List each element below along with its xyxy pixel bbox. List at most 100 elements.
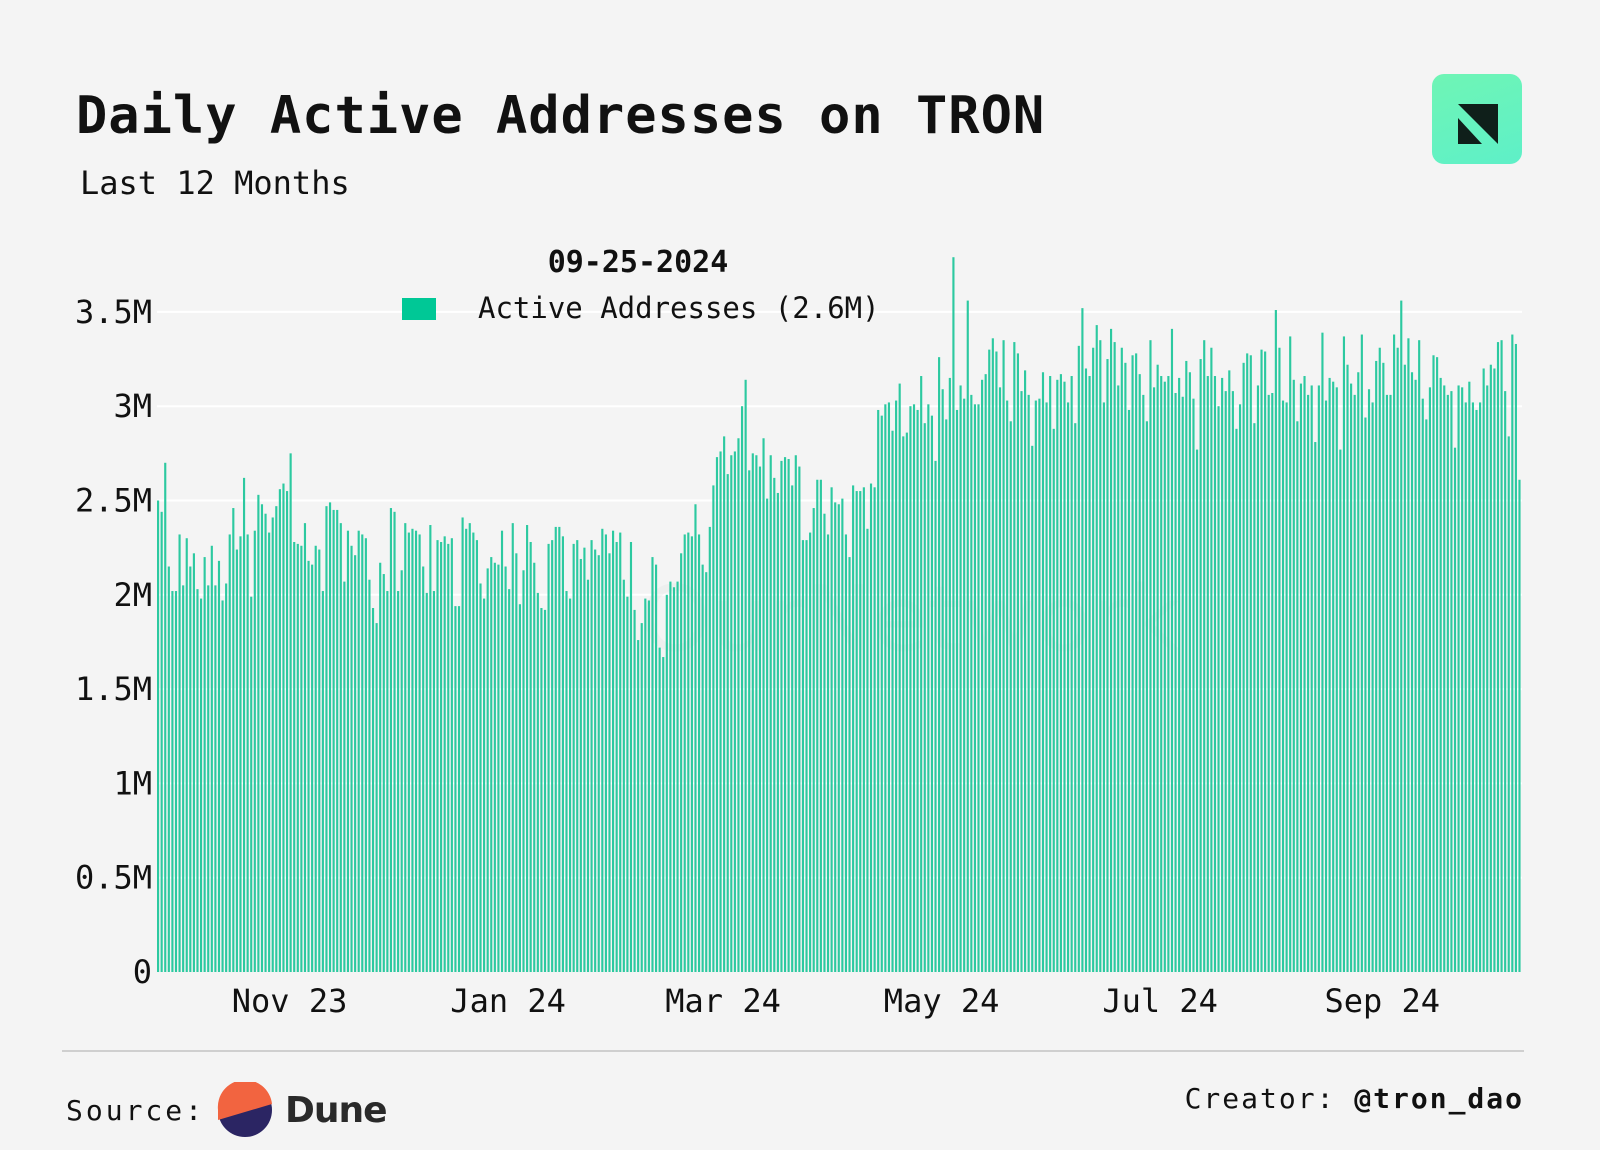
bar[interactable]: [364, 538, 367, 972]
bar[interactable]: [1203, 340, 1206, 972]
bar[interactable]: [1167, 376, 1170, 972]
bar[interactable]: [414, 530, 418, 972]
bar[interactable]: [1149, 340, 1152, 972]
bar[interactable]: [354, 555, 357, 972]
bar[interactable]: [654, 564, 658, 972]
bar[interactable]: [411, 528, 414, 972]
bar[interactable]: [1350, 383, 1353, 972]
bar[interactable]: [210, 545, 213, 972]
bar[interactable]: [1210, 347, 1213, 973]
bar[interactable]: [669, 581, 672, 972]
bar[interactable]: [629, 541, 633, 972]
bar[interactable]: [938, 357, 941, 972]
bar[interactable]: [905, 432, 908, 973]
bar[interactable]: [336, 509, 339, 972]
bar[interactable]: [1160, 376, 1163, 972]
bar[interactable]: [1253, 423, 1256, 972]
bar[interactable]: [920, 376, 923, 972]
bar[interactable]: [586, 579, 590, 972]
bar[interactable]: [672, 587, 676, 972]
bar[interactable]: [554, 526, 557, 972]
bar[interactable]: [1228, 370, 1231, 972]
bar[interactable]: [719, 451, 722, 972]
bar[interactable]: [386, 591, 389, 972]
bar[interactable]: [1052, 428, 1055, 972]
bar[interactable]: [500, 530, 504, 972]
bar[interactable]: [1260, 349, 1263, 972]
bar[interactable]: [1274, 310, 1277, 972]
bar[interactable]: [902, 436, 905, 972]
bar[interactable]: [726, 474, 729, 972]
bar[interactable]: [1249, 355, 1252, 972]
bar[interactable]: [157, 500, 160, 973]
bar[interactable]: [758, 466, 762, 972]
bar[interactable]: [239, 536, 242, 972]
bar[interactable]: [214, 585, 217, 972]
bar[interactable]: [389, 508, 393, 972]
bar[interactable]: [1410, 372, 1414, 972]
bar[interactable]: [1400, 300, 1403, 972]
bar[interactable]: [604, 534, 607, 972]
bar[interactable]: [1389, 394, 1392, 972]
bar[interactable]: [773, 477, 776, 972]
bar[interactable]: [751, 453, 754, 973]
bar[interactable]: [1443, 385, 1446, 972]
bar[interactable]: [1299, 383, 1303, 972]
bar[interactable]: [1067, 402, 1070, 972]
bar[interactable]: [1192, 398, 1195, 972]
bar[interactable]: [533, 562, 536, 972]
bar[interactable]: [1242, 362, 1245, 972]
bar[interactable]: [1174, 393, 1177, 972]
bar[interactable]: [422, 566, 425, 972]
bar[interactable]: [601, 528, 604, 972]
bar[interactable]: [164, 462, 167, 972]
bar[interactable]: [436, 540, 439, 972]
bar[interactable]: [397, 591, 400, 972]
bar[interactable]: [246, 534, 249, 972]
bar[interactable]: [457, 606, 461, 972]
bar[interactable]: [991, 338, 994, 972]
bar[interactable]: [379, 562, 382, 972]
bar[interactable]: [1152, 387, 1156, 973]
bar[interactable]: [1360, 334, 1363, 972]
bar[interactable]: [1246, 353, 1249, 972]
bar[interactable]: [744, 379, 747, 972]
bar[interactable]: [1364, 417, 1367, 972]
bar[interactable]: [1138, 374, 1141, 972]
bar[interactable]: [640, 623, 643, 972]
bar[interactable]: [1432, 355, 1435, 972]
bar[interactable]: [812, 508, 815, 972]
bar[interactable]: [303, 523, 307, 972]
bar[interactable]: [973, 404, 976, 972]
bar[interactable]: [1041, 372, 1045, 972]
bar[interactable]: [182, 585, 185, 972]
bar[interactable]: [934, 460, 937, 972]
bar[interactable]: [859, 491, 862, 972]
bar[interactable]: [783, 457, 787, 972]
bar[interactable]: [1450, 391, 1453, 972]
bar[interactable]: [1457, 385, 1460, 972]
bar[interactable]: [171, 591, 174, 972]
bar[interactable]: [1375, 360, 1378, 972]
bar[interactable]: [511, 523, 514, 972]
bar[interactable]: [228, 534, 231, 972]
bar[interactable]: [665, 594, 668, 972]
bar[interactable]: [1482, 368, 1485, 972]
bar[interactable]: [518, 604, 521, 972]
bar[interactable]: [1117, 385, 1120, 972]
bar[interactable]: [382, 574, 385, 972]
bar[interactable]: [787, 459, 790, 972]
bar[interactable]: [1016, 353, 1019, 972]
bar[interactable]: [583, 547, 586, 972]
bar[interactable]: [769, 455, 772, 972]
bar[interactable]: [565, 591, 568, 972]
bar[interactable]: [1475, 409, 1478, 973]
bar[interactable]: [1024, 370, 1027, 972]
bar[interactable]: [271, 517, 274, 972]
bar[interactable]: [1124, 362, 1127, 972]
bar[interactable]: [776, 492, 779, 972]
bar[interactable]: [891, 430, 894, 973]
bar[interactable]: [780, 460, 783, 972]
bar[interactable]: [916, 409, 919, 973]
bar[interactable]: [877, 409, 880, 973]
